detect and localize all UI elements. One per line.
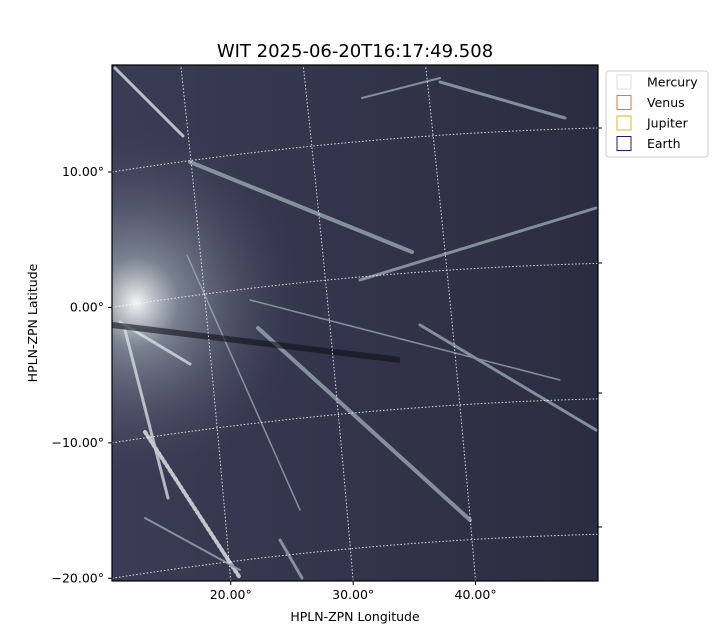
y-tick-label: 0.00° bbox=[70, 299, 104, 314]
x-tick-label: 40.00° bbox=[455, 587, 497, 602]
image bbox=[111, 65, 598, 581]
grid-line bbox=[111, 533, 599, 579]
x-tick-label: 20.00° bbox=[210, 587, 252, 602]
y-axis-label: HPLN-ZPN Latitude bbox=[25, 263, 40, 382]
legend-marker bbox=[616, 115, 632, 131]
grid-line bbox=[111, 127, 599, 173]
grid-line bbox=[302, 64, 354, 582]
right-ticks bbox=[598, 127, 602, 528]
legend-label: Earth bbox=[647, 136, 681, 151]
plot-frame bbox=[111, 64, 599, 582]
legend: Mercury Venus Jupiter Earth bbox=[605, 70, 709, 158]
legend-label: Jupiter bbox=[646, 116, 689, 131]
grid-line bbox=[111, 262, 599, 308]
legend-marker bbox=[616, 95, 632, 110]
grid-line bbox=[180, 64, 232, 582]
legend-marker bbox=[616, 74, 632, 90]
legend-label: Venus bbox=[647, 95, 685, 110]
grid bbox=[111, 64, 599, 582]
grid-line bbox=[111, 398, 599, 444]
grid-line bbox=[425, 64, 477, 582]
y-tick-label: −20.00° bbox=[51, 570, 104, 585]
y-tick-label: 10.00° bbox=[62, 164, 104, 179]
chart-title: WIT 2025-06-20T16:17:49.508 bbox=[217, 41, 493, 62]
x-tick-label: 30.00° bbox=[332, 587, 374, 602]
legend-marker bbox=[616, 136, 632, 151]
legend-label: Mercury bbox=[647, 75, 698, 90]
y-tick-label: −10.00° bbox=[51, 435, 104, 450]
x-axis-label: HPLN-ZPN Longitude bbox=[290, 609, 420, 624]
